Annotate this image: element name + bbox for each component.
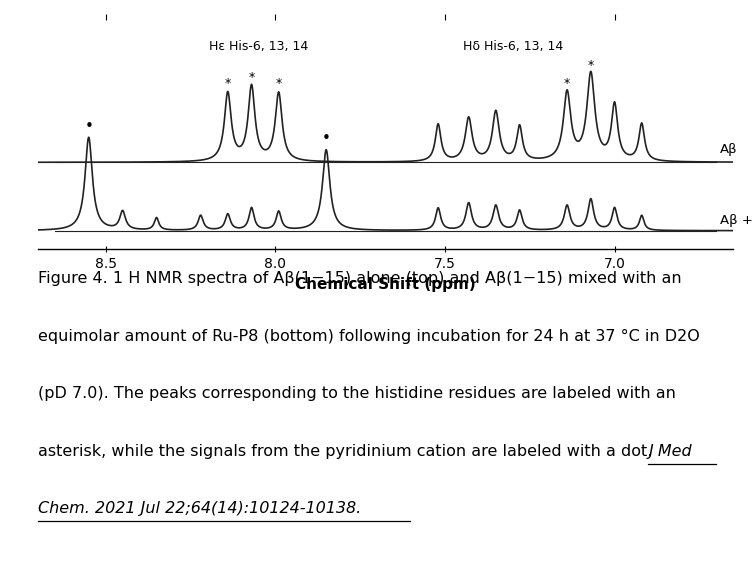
- Text: Chem. 2021 Jul 22;64(14):10124-10138.: Chem. 2021 Jul 22;64(14):10124-10138.: [38, 501, 361, 516]
- Text: *: *: [249, 71, 255, 84]
- Text: equimolar amount of Ru-P8 (bottom) following incubation for 24 h at 37 °C in D2O: equimolar amount of Ru-P8 (bottom) follo…: [38, 328, 699, 344]
- Text: *: *: [564, 77, 570, 90]
- Text: asterisk, while the signals from the pyridinium cation are labeled with a dot.: asterisk, while the signals from the pyr…: [38, 443, 657, 459]
- Text: J Med: J Med: [649, 443, 692, 459]
- Text: *: *: [587, 58, 594, 71]
- Text: Aβ + Ru-P8: Aβ + Ru-P8: [720, 214, 756, 227]
- Text: Hε His-6, 13, 14: Hε His-6, 13, 14: [209, 40, 308, 53]
- Text: Hδ His-6, 13, 14: Hδ His-6, 13, 14: [463, 40, 563, 53]
- Text: Aβ: Aβ: [720, 143, 737, 156]
- Text: •: •: [322, 131, 330, 146]
- Text: (pD 7.0). The peaks corresponding to the histidine residues are labeled with an: (pD 7.0). The peaks corresponding to the…: [38, 386, 676, 401]
- Text: *: *: [225, 77, 231, 90]
- Text: *: *: [276, 77, 282, 90]
- X-axis label: Chemical Shift (ppm): Chemical Shift (ppm): [295, 277, 476, 291]
- Text: •: •: [84, 119, 93, 134]
- Text: Figure 4. 1 H NMR spectra of Aβ(1−15) alone (top) and Aβ(1−15) mixed with an: Figure 4. 1 H NMR spectra of Aβ(1−15) al…: [38, 271, 681, 286]
